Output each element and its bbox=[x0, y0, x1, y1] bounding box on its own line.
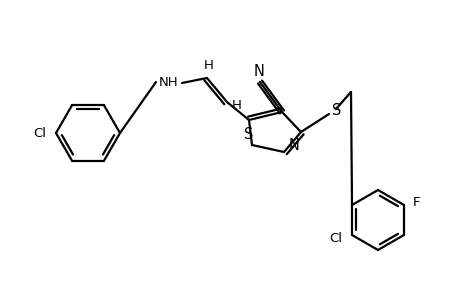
Text: N: N bbox=[288, 137, 299, 152]
Text: S: S bbox=[331, 103, 341, 118]
Text: NH: NH bbox=[159, 76, 179, 88]
Text: Cl: Cl bbox=[34, 127, 46, 140]
Text: S: S bbox=[244, 127, 253, 142]
Text: Cl: Cl bbox=[329, 232, 342, 244]
Text: N: N bbox=[253, 64, 264, 79]
Text: H: H bbox=[204, 58, 213, 71]
Text: H: H bbox=[231, 98, 241, 112]
Text: F: F bbox=[412, 196, 420, 208]
